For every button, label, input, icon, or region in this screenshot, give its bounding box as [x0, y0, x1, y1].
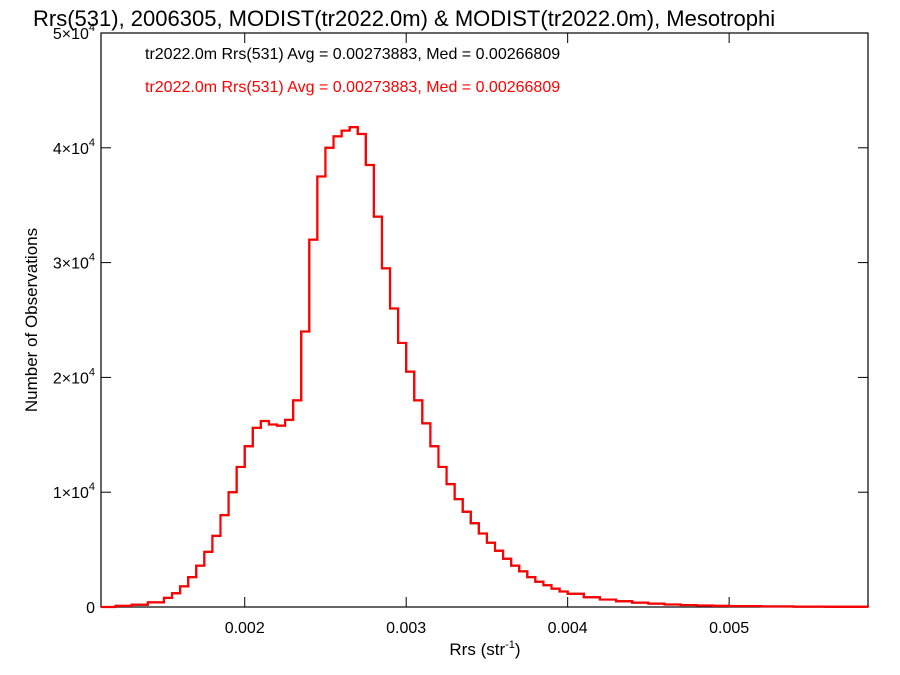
x-axis-label: Rrs (str-1) — [449, 639, 520, 659]
legend-entry-red: tr2022.0m Rrs(531) Avg = 0.00273883, Med… — [145, 79, 560, 96]
y-tick-label: 2×104 — [53, 366, 95, 387]
y-tick-label: 5×104 — [53, 22, 95, 43]
legend-entry-black: tr2022.0m Rrs(531) Avg = 0.00273883, Med… — [145, 46, 560, 63]
plot-frame — [100, 32, 869, 608]
chart-title: Rrs(531), 2006305, MODIST(tr2022.0m) & M… — [33, 6, 775, 31]
y-tick-label: 4×104 — [53, 137, 95, 158]
x-tick-label: 0.005 — [709, 620, 749, 637]
x-tick-label: 0.002 — [225, 620, 265, 637]
x-tick-label: 0.003 — [386, 620, 426, 637]
series-layer — [101, 126, 870, 609]
y-tick-label: 0 — [86, 600, 95, 617]
x-axis-ticks: 0.002 0.003 0.004 0.005 — [225, 33, 749, 637]
y-axis-label: Number of Observations — [22, 228, 41, 412]
series-red-line — [101, 126, 870, 609]
y-tick-label: 3×104 — [53, 252, 95, 273]
y-tick-label: 1×104 — [53, 481, 95, 502]
x-tick-label: 0.004 — [548, 620, 588, 637]
y-axis-ticks: 0 1×104 2×104 3×104 4×104 5×104 — [53, 22, 868, 617]
